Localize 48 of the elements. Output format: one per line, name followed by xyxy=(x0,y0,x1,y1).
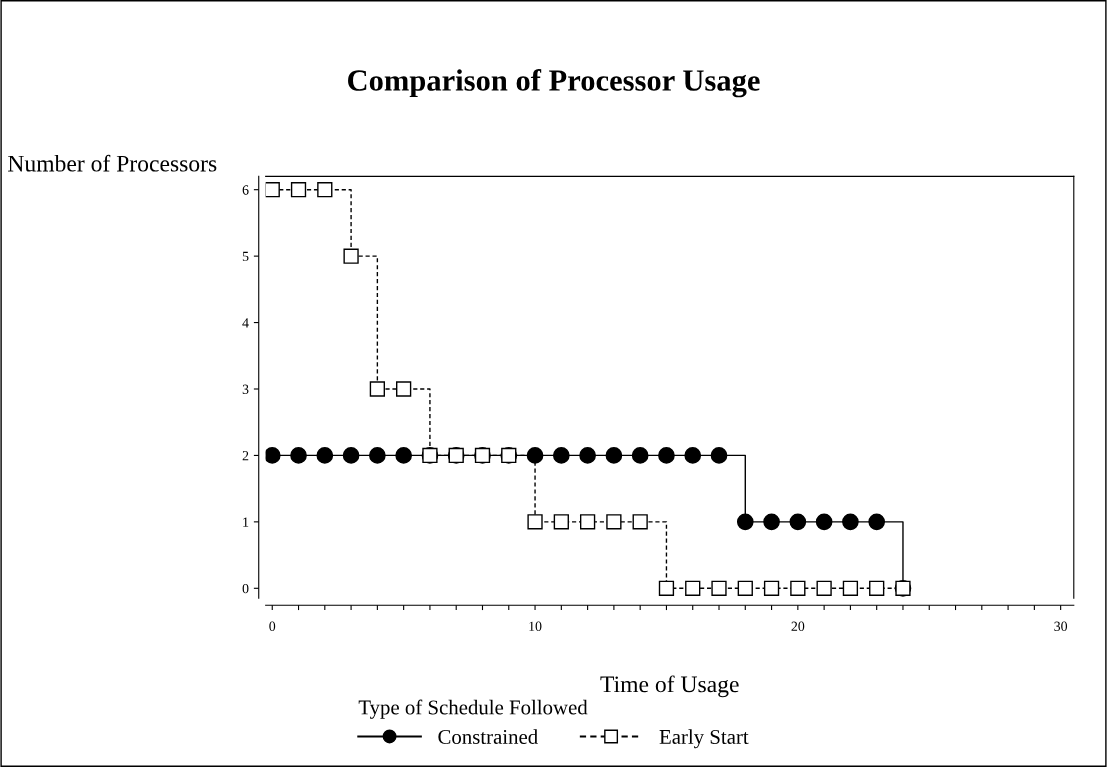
point xyxy=(369,447,386,464)
y-tick-label: 0 xyxy=(242,583,249,594)
point xyxy=(316,447,334,464)
x-tick-label: 0 xyxy=(269,621,276,631)
y-tick-label: 2 xyxy=(242,451,249,461)
x-axis-title: Time of Usage xyxy=(600,675,739,698)
legend-title: Type of Schedule Followed xyxy=(358,699,588,719)
point xyxy=(290,182,307,198)
y-tick-label: 4 xyxy=(242,318,249,328)
x-tick-label: 10 xyxy=(529,621,542,631)
point xyxy=(684,447,702,464)
point xyxy=(553,514,569,530)
point xyxy=(265,447,281,464)
point xyxy=(342,447,360,464)
point xyxy=(605,447,623,464)
point xyxy=(369,381,386,397)
point xyxy=(711,580,727,596)
point xyxy=(395,447,412,464)
point xyxy=(396,381,412,397)
legend-label: Constrained xyxy=(438,729,538,744)
point xyxy=(763,580,780,596)
point xyxy=(842,580,859,596)
y-tick-label: 6 xyxy=(242,185,249,195)
point xyxy=(658,580,675,596)
point xyxy=(789,513,807,531)
point xyxy=(736,513,754,531)
point xyxy=(737,580,753,596)
point xyxy=(710,447,728,464)
x-tick-label: 30 xyxy=(1054,621,1068,631)
point xyxy=(631,447,649,464)
point xyxy=(842,513,859,531)
point xyxy=(869,580,885,596)
y-axis-title: Number of Processors xyxy=(8,154,217,172)
point xyxy=(579,447,596,464)
chart-title: Comparison of Processor Usage xyxy=(348,69,760,98)
point xyxy=(579,514,596,530)
point xyxy=(868,513,886,531)
point xyxy=(763,513,780,531)
y-tick-label: 3 xyxy=(242,384,249,394)
point xyxy=(815,513,833,531)
y-tick-label: 1 xyxy=(243,517,249,527)
point xyxy=(552,447,570,464)
y-tick-label: 5 xyxy=(242,251,249,262)
point xyxy=(658,447,675,464)
legend-label: Early Start xyxy=(659,729,749,749)
point xyxy=(290,447,307,464)
point xyxy=(526,447,544,464)
x-tick-label: 20 xyxy=(791,621,805,631)
